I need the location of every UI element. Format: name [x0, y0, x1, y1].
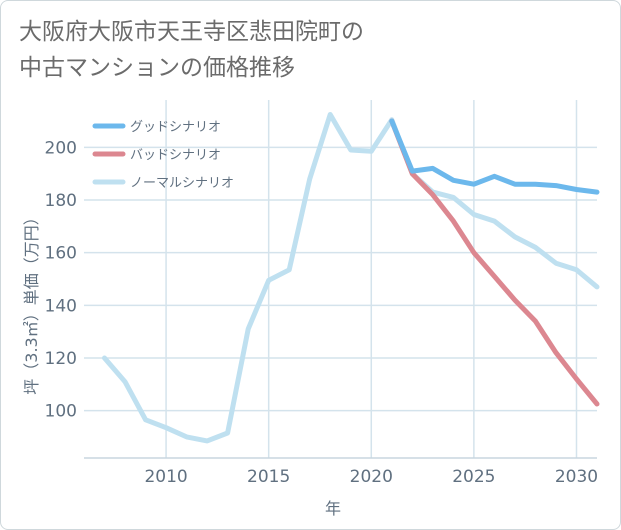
x-tick-label-2025: 2025	[452, 467, 495, 487]
y-tick-label-160: 160	[45, 244, 77, 264]
legend-label-0: グッドシナリオ	[130, 120, 221, 135]
series-line-1	[389, 118, 600, 407]
y-tick-label-180: 180	[45, 191, 77, 211]
x-axis-label: 年	[325, 499, 341, 518]
y-tick-label-200: 200	[45, 138, 77, 158]
tick-labels: 2010 2015 2020 2025 2030 100 120 140 160 180 200	[45, 138, 599, 487]
series-line-2	[102, 112, 600, 444]
x-tick-label-2030: 2030	[555, 467, 598, 487]
x-tick-label-2010: 2010	[144, 467, 187, 487]
chart-title-line-1: 大阪府大阪市天王寺区悲田院町の	[19, 19, 364, 45]
grid	[84, 100, 597, 459]
x-tick-label-2020: 2020	[350, 467, 393, 487]
legend-label-1: バッドシナリオ	[130, 148, 221, 163]
y-axis-label: 坪（3.3㎡）単価（万円）	[22, 209, 41, 394]
x-tick-label-2015: 2015	[247, 467, 290, 487]
series-line-0	[389, 118, 600, 195]
y-tick-label-120: 120	[45, 349, 77, 369]
y-tick-label-100: 100	[45, 402, 77, 422]
series-lines	[102, 112, 600, 444]
legend-label-2: ノーマルシナリオ	[130, 176, 234, 191]
y-tick-label-140: 140	[45, 296, 77, 316]
chart-title: 大阪府大阪市天王寺区悲田院町の 中古マンションの価格推移	[19, 14, 609, 86]
chart-title-line-2: 中古マンションの価格推移	[19, 55, 295, 81]
